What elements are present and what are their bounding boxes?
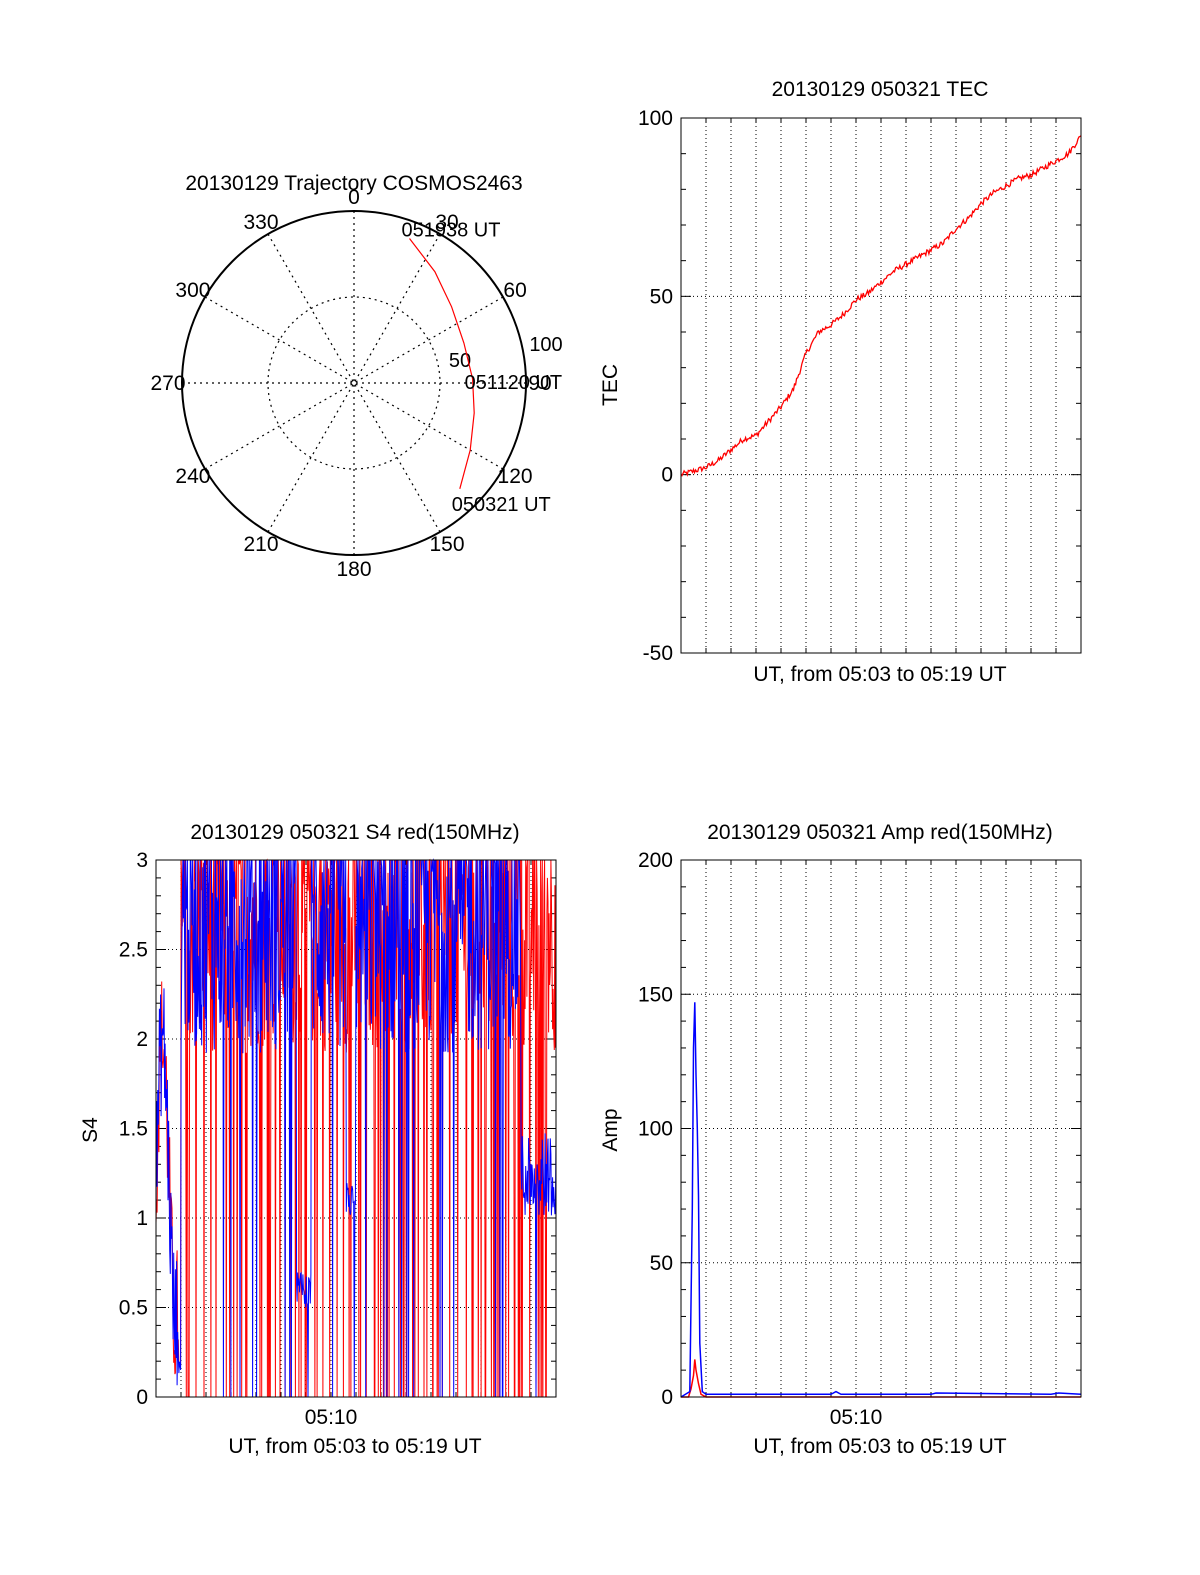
polar-angle-label: 240 — [175, 465, 210, 488]
polar-angle-label: 30 — [435, 211, 458, 234]
polar-angle-label: 330 — [243, 211, 278, 234]
trajectory-start-time-label: 050321 UT — [452, 494, 551, 516]
amp-red-series-line — [681, 1359, 1081, 1398]
s4-x-axis-label: UT, from 05:03 to 05:19 UT — [228, 1435, 481, 1458]
y-tick-label: 50 — [650, 1252, 673, 1275]
amp-blue-series-line — [680, 1002, 1082, 1398]
y-tick-label: 3 — [136, 849, 148, 872]
tec-y-tick-labels: -50 0 50 100 — [638, 107, 673, 665]
y-tick-label: 0 — [136, 1386, 148, 1409]
s4-x-tick-label: 05:10 — [305, 1406, 358, 1429]
polar-title: 20130129 Trajectory COSMOS2463 — [185, 172, 522, 195]
polar-angle-label: 90 — [528, 372, 551, 395]
amp-title: 20130129 050321 Amp red(150MHz) — [707, 821, 1053, 844]
polar-panel: 20130129 Trajectory COSMOS2463 0 30 60 90 12… — [150, 172, 562, 581]
tec-x-axis-label: UT, from 05:03 to 05:19 UT — [753, 663, 1006, 686]
y-tick-label: 200 — [638, 849, 673, 872]
polar-angle-labels: 0 30 60 90 120 150 180 210 240 270 300 330 — [150, 186, 551, 581]
polar-angle-label: 120 — [498, 465, 533, 488]
polar-angle-label: 210 — [243, 533, 278, 556]
tec-series-line — [680, 135, 1082, 477]
s4-y-axis-label: S4 — [79, 1117, 102, 1143]
polar-radial-label: 50 — [449, 350, 471, 372]
polar-trajectory-line — [409, 238, 475, 489]
polar-angle-label: 180 — [336, 558, 371, 581]
y-tick-label: 1.5 — [119, 1118, 148, 1141]
s4-panel: 20130129 050321 S4 red(150MHz) 0 0.5 1 1.5 2… — [79, 821, 557, 1458]
y-tick-label: 100 — [638, 1118, 673, 1141]
amp-y-tick-labels: 0 50 100 150 200 — [638, 849, 673, 1409]
y-tick-label: 100 — [638, 107, 673, 130]
polar-angle-label: 60 — [503, 279, 526, 302]
y-tick-label: 150 — [638, 983, 673, 1006]
polar-angle-label: 300 — [175, 279, 210, 302]
y-tick-label: 1 — [136, 1207, 148, 1230]
s4-plot-frame — [155, 859, 557, 1398]
tec-panel: 20130129 050321 TEC -50 0 50 100 UT, from 0… — [599, 78, 1082, 686]
polar-angle-label: 270 — [150, 372, 185, 395]
tec-grid — [681, 117, 1081, 654]
tec-plot-frame — [680, 117, 1082, 654]
y-tick-label: -50 — [643, 642, 673, 665]
y-tick-label: 0.5 — [119, 1297, 148, 1320]
y-tick-label: 2 — [136, 1028, 148, 1051]
polar-radial-labels: 50 100 — [449, 334, 563, 372]
amp-y-axis-label: Amp — [599, 1108, 622, 1151]
amp-x-axis-label: UT, from 05:03 to 05:19 UT — [753, 1435, 1006, 1458]
y-tick-label: 0 — [661, 1386, 673, 1409]
polar-radial-label: 100 — [529, 334, 562, 356]
y-tick-label: 50 — [650, 285, 673, 308]
trajectory-end-time-label: 051938 UT — [402, 220, 501, 242]
trajectory-mid-time-label: 051120 UT — [465, 372, 562, 394]
polar-angle-label: 150 — [429, 533, 464, 556]
tec-y-axis-label: TEC — [599, 364, 622, 406]
s4-y-tick-labels: 0 0.5 1 1.5 2 2.5 3 — [119, 849, 148, 1409]
amp-plot-frame — [680, 859, 1082, 1398]
amp-panel: 20130129 050321 Amp red(150MHz) 0 50 100 15… — [599, 821, 1082, 1458]
y-tick-label: 2.5 — [119, 939, 148, 962]
amp-x-tick-label: 05:10 — [830, 1406, 883, 1429]
s4-title: 20130129 050321 S4 red(150MHz) — [190, 821, 519, 844]
y-tick-label: 0 — [661, 464, 673, 487]
polar-angle-label: 0 — [348, 186, 360, 209]
amp-grid — [681, 859, 1081, 1398]
tec-title: 20130129 050321 TEC — [772, 78, 989, 101]
polar-grid — [181, 210, 527, 556]
